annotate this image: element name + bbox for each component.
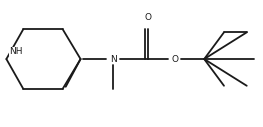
Text: O: O: [144, 13, 151, 22]
Text: O: O: [171, 55, 178, 64]
Text: NH: NH: [9, 47, 23, 56]
Text: N: N: [110, 55, 117, 64]
